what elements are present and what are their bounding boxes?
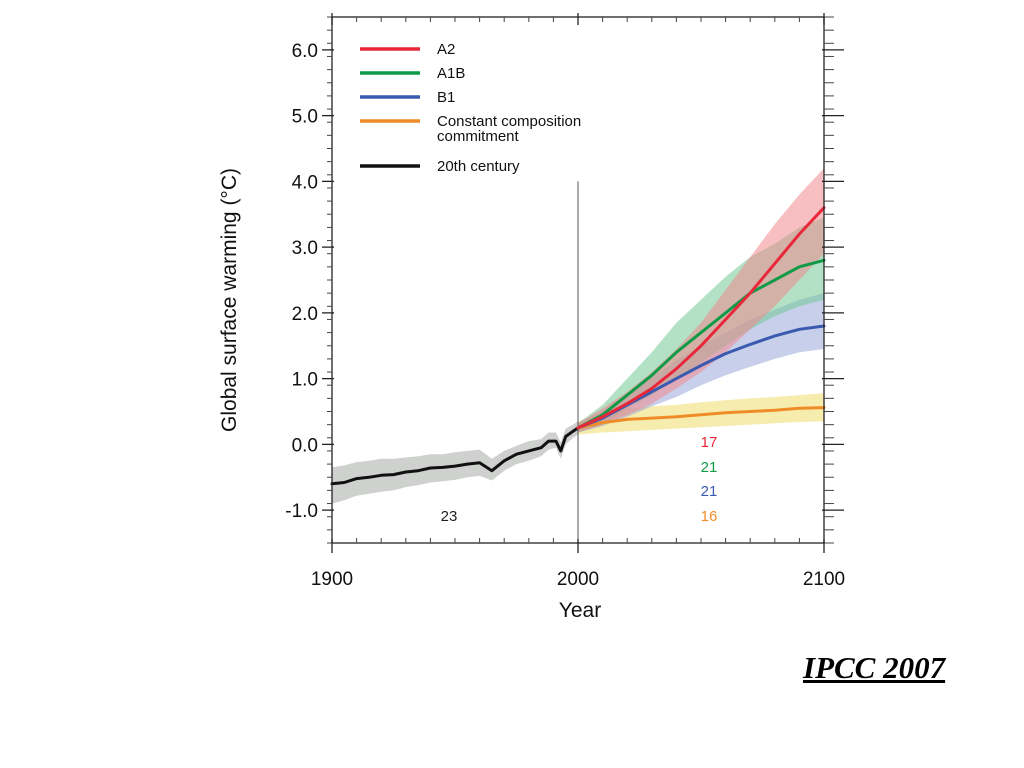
tick-labels: 6.0 5.0 4.0 3.0 2.0 1.0 0.0 -1.0 1900 2000 2100 <box>285 41 845 590</box>
line-a1b <box>576 258 826 430</box>
band-20th-century <box>332 421 578 504</box>
line-constant-composition-commitment <box>576 406 826 430</box>
legend-a2-label: A2 <box>437 41 455 58</box>
legend-20th-century-label: 20th century <box>437 158 520 175</box>
y-tick-label: 1.0 <box>292 370 318 391</box>
x-tick-label: 2100 <box>803 569 845 590</box>
x-tick-label: 1900 <box>311 569 353 590</box>
y-tick-label: -1.0 <box>285 501 318 522</box>
series-lines <box>330 206 826 486</box>
line-a2 <box>576 206 826 430</box>
y-tick-label: 5.0 <box>292 107 318 128</box>
y-tick-label: 6.0 <box>292 41 318 62</box>
count-b1: 21 <box>701 483 718 500</box>
line-20th-century <box>330 426 580 486</box>
y-tick-label: 3.0 <box>292 238 318 259</box>
legend-constant-composition-commitment-label: Constant composition commitment <box>437 113 581 145</box>
y-tick-label: 4.0 <box>292 172 318 193</box>
count-constant-composition-commitment: 16 <box>701 508 718 525</box>
count-a1b: 21 <box>701 459 718 476</box>
count-a2: 17 <box>701 434 718 451</box>
legend-b1-label: B1 <box>437 89 455 106</box>
source-credit: IPCC 2007 <box>803 650 946 685</box>
y-tick-label: 0.0 <box>292 435 318 456</box>
x-axis-title: Year <box>559 599 601 622</box>
y-tick-label: 2.0 <box>292 304 318 325</box>
band-a2 <box>578 168 824 433</box>
legend: A2 A1B B1 Constant composition commitment 20t… <box>360 41 581 175</box>
axis-ticks <box>322 13 844 553</box>
y-axis-title: Global surface warming (°C) <box>218 168 241 432</box>
legend-a1b-label: A1B <box>437 65 465 82</box>
model-count-labels: 17 21 21 16 23 <box>441 434 718 525</box>
x-tick-label: 2000 <box>557 569 599 590</box>
count-20th-century: 23 <box>441 508 458 525</box>
